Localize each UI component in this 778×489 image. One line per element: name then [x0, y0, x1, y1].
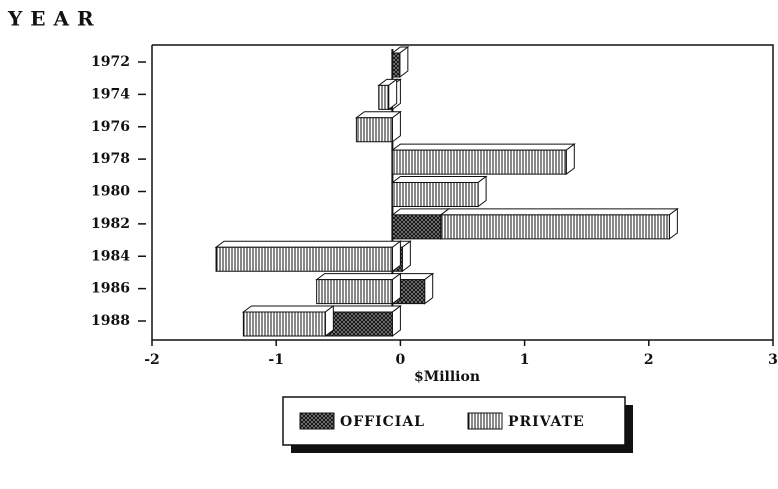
y-tick-label: 1974: [91, 86, 130, 102]
x-tick-label: 0: [396, 352, 406, 368]
bar: [214, 240, 402, 273]
y-tick-label: 1982: [91, 216, 130, 232]
bar: [315, 272, 402, 305]
x-tick-label: 3: [768, 352, 778, 368]
y-tick-label: 1984: [91, 248, 130, 264]
y-axis-label: YEAR: [7, 7, 102, 31]
bar: [439, 207, 679, 240]
x-tick-label: 1: [520, 352, 530, 368]
legend: [282, 396, 633, 453]
legend-swatch: [467, 412, 503, 430]
bar: [354, 110, 402, 143]
legend-label: OFFICIAL: [340, 414, 425, 430]
x-tick-label: -1: [268, 352, 284, 368]
y-tick-label: 1988: [91, 313, 130, 329]
x-tick-label: 2: [644, 352, 654, 368]
x-axis-label: $Million: [414, 369, 480, 385]
bar: [390, 143, 576, 176]
bar: [390, 175, 488, 208]
bar: [377, 78, 399, 111]
bar: [323, 305, 402, 337]
bar: [241, 305, 335, 337]
y-tick-label: 1978: [91, 151, 130, 167]
legend-label: PRIVATE: [508, 414, 585, 430]
y-tick-label: 1980: [91, 184, 130, 200]
legend-swatch: [299, 412, 335, 430]
y-tick-label: 1972: [91, 54, 130, 70]
bar: [390, 46, 410, 78]
y-tick-label: 1976: [91, 119, 130, 135]
x-tick-label: -2: [144, 352, 160, 368]
y-tick-label: 1986: [91, 281, 130, 297]
